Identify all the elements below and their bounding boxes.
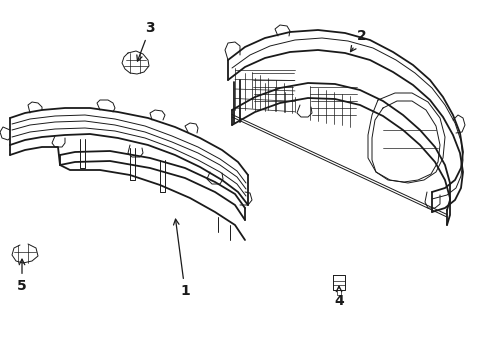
Text: 3: 3: [137, 21, 155, 61]
Text: 4: 4: [333, 286, 343, 308]
Text: 2: 2: [350, 29, 366, 51]
Text: 5: 5: [17, 259, 27, 293]
Text: 1: 1: [173, 219, 189, 298]
